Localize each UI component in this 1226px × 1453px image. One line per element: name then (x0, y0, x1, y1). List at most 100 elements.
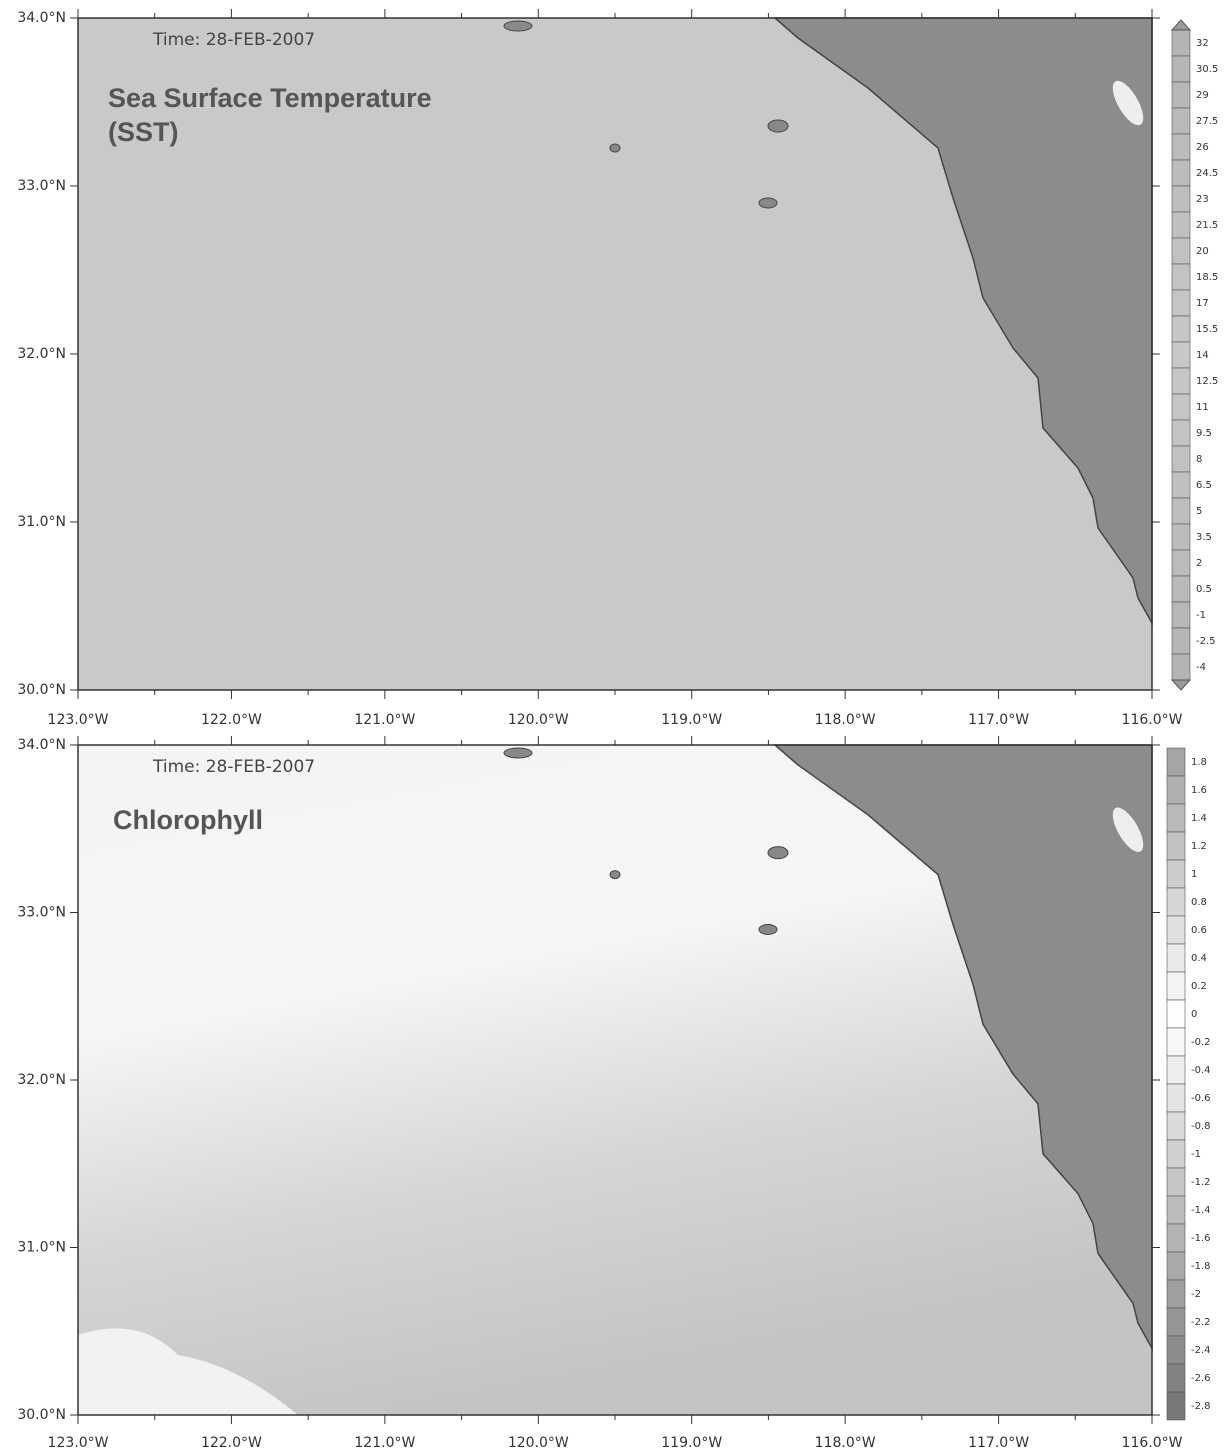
colorbar-swatch (1167, 832, 1185, 860)
colorbar-label: 24.5 (1196, 168, 1218, 179)
colorbar-swatch (1167, 1000, 1185, 1028)
island (504, 748, 532, 758)
colorbar-swatch (1167, 1364, 1185, 1392)
map-figure: 34.0°N33.0°N32.0°N31.0°N30.0°N123.0°W122… (0, 0, 1226, 1453)
y-label: 31.0°N (17, 1240, 66, 1256)
island (768, 847, 788, 859)
island (610, 871, 620, 879)
x-label: 116.0°W (1122, 1435, 1183, 1451)
colorbar-label: 20 (1196, 246, 1209, 257)
colorbar-swatch (1172, 368, 1190, 394)
colorbar-swatch (1172, 602, 1190, 628)
colorbar-label: 2 (1196, 558, 1202, 569)
colorbar-swatch (1172, 264, 1190, 290)
panel-title: (SST) (108, 117, 179, 147)
colorbar-swatch (1167, 860, 1185, 888)
colorbar-label: -2.2 (1191, 1317, 1211, 1328)
y-label: 34.0°N (17, 737, 66, 753)
x-label: 116.0°W (1122, 712, 1183, 728)
colorbar-swatch (1167, 1336, 1185, 1364)
colorbar-swatch (1167, 1028, 1185, 1056)
colorbar-swatch (1172, 654, 1190, 680)
colorbar-label: 0 (1191, 1009, 1197, 1020)
colorbar-swatch (1167, 1280, 1185, 1308)
colorbar-swatch (1167, 1168, 1185, 1196)
colorbar-swatch (1167, 944, 1185, 972)
colorbar-swatch (1172, 420, 1190, 446)
colorbar-label: 0.8 (1191, 897, 1207, 908)
y-label: 32.0°N (17, 1072, 66, 1088)
colorbar-label: 12.5 (1196, 376, 1218, 387)
x-label: 122.0°W (201, 1435, 262, 1451)
colorbar-label: 1.8 (1191, 757, 1207, 768)
y-label: 30.0°N (17, 1407, 66, 1423)
colorbar-label: 32 (1196, 38, 1209, 49)
colorbar-swatch (1172, 316, 1190, 342)
panel-title: Sea Surface Temperature (108, 83, 432, 113)
colorbar-label: -2 (1191, 1289, 1201, 1300)
colorbar-swatch (1172, 134, 1190, 160)
island (610, 144, 620, 152)
colorbar-label: -2.8 (1191, 1401, 1211, 1412)
colorbar-swatch (1172, 472, 1190, 498)
x-label: 117.0°W (968, 712, 1029, 728)
colorbar-swatch (1172, 30, 1190, 56)
colorbar-swatch (1167, 1196, 1185, 1224)
colorbar-swatch (1172, 238, 1190, 264)
colorbar-arrow (1172, 20, 1190, 30)
colorbar-swatch (1172, 82, 1190, 108)
colorbar-swatch (1172, 56, 1190, 82)
colorbar-swatch (1172, 524, 1190, 550)
colorbar-swatch (1167, 888, 1185, 916)
colorbar-label: -1 (1191, 1149, 1201, 1160)
island (759, 924, 777, 934)
colorbar-swatch (1167, 776, 1185, 804)
colorbar-label: 27.5 (1196, 116, 1218, 127)
island (768, 120, 788, 132)
y-label: 34.0°N (17, 10, 66, 26)
colorbar-swatch (1167, 1252, 1185, 1280)
colorbar-label: -4 (1196, 662, 1206, 673)
colorbar-label: 17 (1196, 298, 1209, 309)
colorbar-label: 29 (1196, 90, 1209, 101)
colorbar-swatch (1167, 1392, 1185, 1420)
colorbar-label: -0.4 (1191, 1065, 1211, 1076)
colorbar-label: -1.6 (1191, 1233, 1211, 1244)
colorbar-label: 9.5 (1196, 428, 1212, 439)
colorbar-swatch (1167, 1056, 1185, 1084)
x-label: 117.0°W (968, 1435, 1029, 1451)
colorbar-swatch (1172, 160, 1190, 186)
colorbar-label: -2.6 (1191, 1373, 1211, 1384)
colorbar-swatch (1172, 108, 1190, 134)
island (504, 21, 532, 31)
colorbar-label: 15.5 (1196, 324, 1218, 335)
y-label: 30.0°N (17, 682, 66, 698)
time-label: Time: 28-FEB-2007 (152, 30, 315, 50)
colorbar-label: -1 (1196, 610, 1206, 621)
colorbar-label: 1.4 (1191, 813, 1207, 824)
x-label: 122.0°W (201, 712, 262, 728)
colorbar-swatch (1172, 576, 1190, 602)
x-label: 118.0°W (815, 712, 876, 728)
x-label: 119.0°W (661, 712, 722, 728)
colorbar-label: -0.2 (1191, 1037, 1211, 1048)
colorbar-swatch (1167, 1308, 1185, 1336)
colorbar-swatch (1172, 550, 1190, 576)
x-label: 120.0°W (508, 712, 569, 728)
colorbar-label: 5 (1196, 506, 1202, 517)
colorbar-label: -1.8 (1191, 1261, 1211, 1272)
colorbar-swatch (1172, 446, 1190, 472)
colorbar-swatch (1167, 916, 1185, 944)
colorbar-label: 0.5 (1196, 584, 1212, 595)
colorbar-label: 14 (1196, 350, 1209, 361)
colorbar-label: 23 (1196, 194, 1209, 205)
colorbar-label: 11 (1196, 402, 1209, 413)
colorbar-swatch (1172, 212, 1190, 238)
colorbar-swatch (1167, 1112, 1185, 1140)
colorbar-swatch (1167, 1140, 1185, 1168)
y-label: 31.0°N (17, 514, 66, 530)
colorbar-label: 1.6 (1191, 785, 1207, 796)
x-label: 123.0°W (48, 1435, 109, 1451)
